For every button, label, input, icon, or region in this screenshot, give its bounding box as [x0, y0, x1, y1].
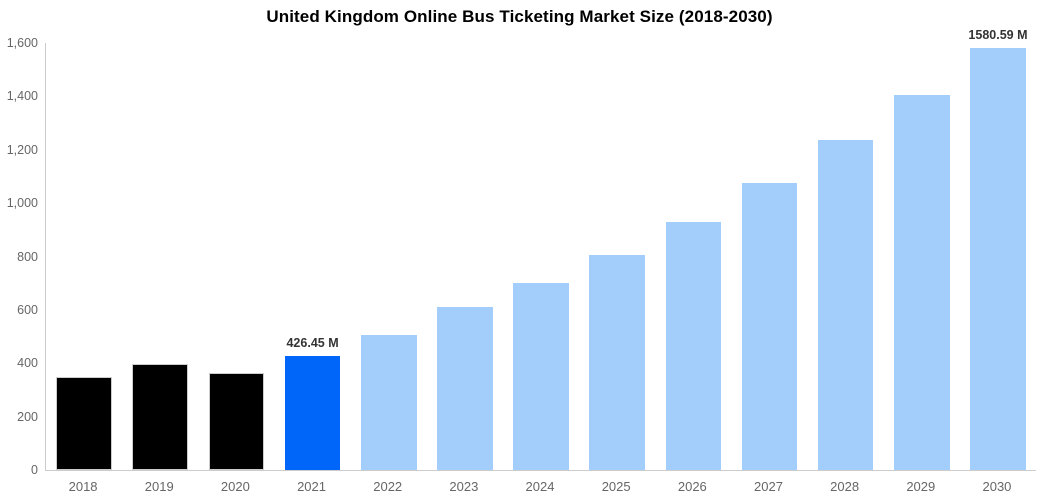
y-tick-label: 400: [17, 356, 38, 371]
bar-band-2019: [122, 43, 198, 470]
bars-group: 426.45 M 1580.59 M: [46, 28, 1036, 470]
x-tick-label-2026: 2026: [677, 479, 707, 494]
bar-band-2029: [884, 43, 960, 470]
y-tick-label: 800: [17, 249, 38, 264]
y-tick-label: 1,200: [6, 142, 38, 157]
x-tick-label-2022: 2022: [373, 479, 403, 494]
x-tick-label-2029: 2029: [906, 479, 936, 494]
bar-2027[interactable]: [741, 182, 798, 470]
bar-band-2030: 1580.59 M: [960, 28, 1036, 470]
plot-area: 426.45 M 1580.59 M: [45, 28, 1036, 471]
bar-band-2026: [655, 43, 731, 470]
bar-2020[interactable]: [208, 373, 265, 470]
bar-2021[interactable]: 426.45 M: [284, 336, 341, 470]
bar-2023[interactable]: [437, 307, 493, 470]
x-tick-label-2024: 2024: [525, 479, 555, 494]
bar-value-label-2030: 1580.59 M: [968, 28, 1028, 43]
x-tick-label-2021: 2021: [297, 479, 326, 494]
x-tick-label-2027: 2027: [754, 479, 783, 494]
bar-2024[interactable]: [513, 283, 569, 470]
bar-2030[interactable]: 1580.59 M: [968, 28, 1027, 470]
x-tick-label-2028: 2028: [830, 479, 860, 494]
y-tick-label: 1,400: [6, 89, 38, 104]
bar-band-2028: [808, 43, 884, 470]
y-tick-label: 1,000: [6, 196, 38, 211]
bar-band-2025: [579, 43, 655, 470]
x-tick-label-2030: 2030: [982, 479, 1012, 494]
bar-value-label-2021: 426.45 M: [286, 336, 339, 351]
x-tick-label-2019: 2019: [144, 479, 174, 494]
bar-2028[interactable]: [817, 140, 874, 470]
x-tick-label-2018: 2018: [68, 479, 98, 494]
y-axis: 0 200 400 600 800 1,000 1,200 1,400 1,600: [0, 36, 38, 477]
bar-2029[interactable]: [894, 94, 950, 470]
y-tick-label: 200: [17, 409, 38, 424]
bar-band-2020: [198, 43, 274, 470]
bar-band-2018: [46, 43, 122, 470]
chart-title: United Kingdom Online Bus Ticketing Mark…: [266, 7, 773, 26]
bar-band-2027: [731, 43, 807, 470]
bar-band-2023: [427, 43, 503, 470]
x-tick-label-2020: 2020: [220, 479, 250, 494]
x-tick-label-2025: 2025: [601, 479, 631, 494]
bar-2019[interactable]: [132, 364, 189, 470]
bar-2025[interactable]: [589, 255, 645, 470]
y-tick-label: 600: [17, 302, 38, 317]
bar-2026[interactable]: [665, 222, 722, 470]
y-tick-label: 0: [31, 463, 38, 477]
y-tick-label: 1,600: [6, 36, 38, 50]
bar-band-2021: 426.45 M: [274, 43, 350, 470]
bar-2018[interactable]: [56, 377, 112, 470]
bar-2022[interactable]: [360, 335, 417, 470]
bar-band-2022: [351, 43, 427, 470]
x-axis: 2018 2019 2020 2021 2022 2023 2024 2025 2026 2027…: [45, 471, 1035, 494]
bar-band-2024: [503, 43, 579, 470]
x-tick-label-2023: 2023: [449, 479, 479, 494]
